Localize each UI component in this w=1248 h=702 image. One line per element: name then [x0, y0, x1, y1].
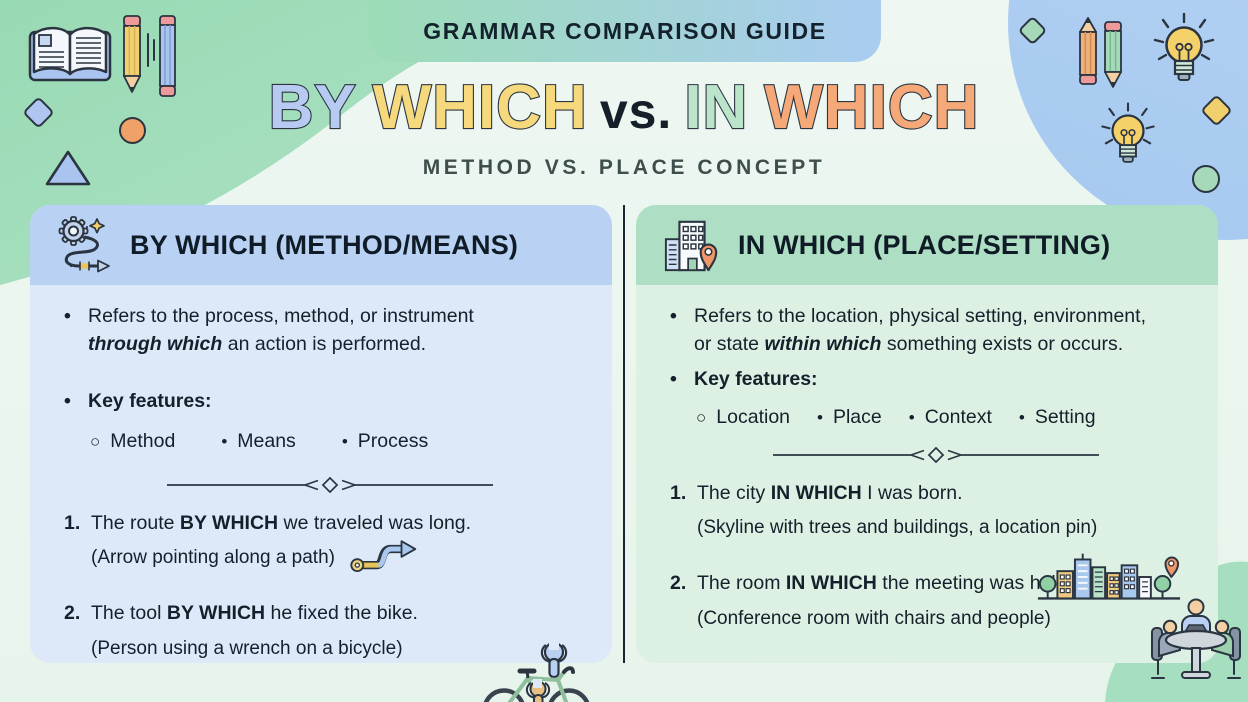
features-row: ○ Location • Place • Context • Setting [670, 404, 1202, 432]
heading-term: IN WHICH [738, 229, 866, 260]
example-number: 2. [64, 602, 81, 625]
bullet-glyph: • [64, 305, 71, 327]
title-word-which: WHICH [372, 72, 588, 143]
key-features-label: Key features: [694, 368, 818, 391]
feature-item: • Place [817, 406, 882, 429]
example-number: 2. [670, 572, 687, 595]
title-vs: vs. [599, 83, 673, 139]
features-row: ○ Method • Means • Process [64, 428, 596, 456]
definition-text: Refers to the process, method, or instru… [88, 305, 474, 355]
page-title: BY WHICH vs. IN WHICH [0, 72, 1248, 143]
divider-ornament [167, 476, 493, 494]
example-item: 2. The room IN WHICH the meeting was hel… [670, 570, 1202, 598]
circle-shape [119, 117, 146, 144]
book-icon [28, 26, 112, 82]
example-item: 1. The city IN WHICH I was born. [670, 480, 1202, 508]
definition-text: Refers to the location, physical setting… [694, 305, 1146, 355]
feature-item: • Process [341, 430, 429, 453]
by-which-heading: BY WHICH (METHOD/MEANS) [130, 230, 518, 261]
example-sentence: The room IN WHICH the meeting was held. [697, 572, 1072, 595]
feature-item: ○ Method [90, 430, 176, 453]
city-skyline-icon [1037, 553, 1181, 600]
by-which-header: BY WHICH (METHOD/MEANS) [30, 205, 612, 285]
pencil-pen-icons [123, 15, 176, 97]
key-features-item: • Key features: [670, 366, 1202, 394]
definition-item: • Refers to the process, method, or inst… [64, 303, 596, 358]
in-which-panel: IN WHICH (PLACE/SETTING) • Refers to the… [636, 205, 1218, 663]
heading-term: BY WHICH [130, 229, 268, 260]
key-features-item: • Key features: [64, 388, 596, 416]
heading-qualifier: (PLACE/SETTING) [873, 229, 1111, 260]
circle-shape [1192, 165, 1220, 193]
divider-ornament [773, 446, 1099, 464]
feature-item: • Context [908, 406, 992, 429]
example-sentence: The route BY WHICH we traveled was long. [91, 511, 472, 534]
by-which-panel: BY WHICH (METHOD/MEANS) • Refers to the … [30, 205, 612, 702]
emphasized-phrase: within which [764, 332, 882, 355]
bullet-glyph: • [670, 368, 677, 391]
feature-item: ○ Location [696, 406, 791, 429]
definition-item: • Refers to the location, physical setti… [670, 303, 1202, 358]
example-sentence: The city IN WHICH I was born. [697, 481, 963, 504]
title-word-in: IN [683, 72, 749, 143]
feature-item: • Setting [1018, 406, 1096, 429]
example-item: 1. The route BY WHICH we traveled was lo… [64, 510, 596, 538]
example-sentence: The tool BY WHICH he fixed the bike. [91, 602, 418, 625]
example-number: 1. [64, 511, 81, 534]
lightbulb-icon [1101, 102, 1155, 163]
example-caption: (Arrow pointing along a path) [64, 540, 596, 574]
emphasized-phrase: through which [88, 332, 223, 355]
banner: GRAMMAR COMPARISON GUIDE [369, 0, 881, 62]
bicycle-wrench-icon [483, 640, 590, 702]
page-subtitle: METHOD VS. PLACE CONCEPT [422, 156, 826, 179]
title-word-by: BY [267, 72, 357, 143]
pencil-icons [1079, 17, 1122, 88]
example-caption: (Skyline with trees and buildings, a loc… [697, 516, 1098, 538]
example-item: 2. The tool BY WHICH he fixed the bike. [64, 600, 596, 628]
in-which-header: IN WHICH (PLACE/SETTING) [636, 205, 1218, 285]
gear-process-icon [58, 216, 110, 273]
feature-item: • Means [221, 430, 296, 453]
in-which-body: • Refers to the location, physical setti… [636, 285, 1218, 635]
lightbulb-icon [1153, 12, 1215, 81]
example-caption: (Conference room with chairs and people) [697, 607, 1051, 629]
building-location-icon [664, 220, 718, 272]
title-word-which: WHICH [763, 72, 980, 143]
panel-divider [623, 205, 625, 663]
example-caption: (Person using a wrench on a bicycle) [91, 637, 403, 659]
banner-label: GRAMMAR COMPARISON GUIDE [423, 17, 827, 44]
key-features-label: Key features: [88, 390, 212, 413]
by-which-body: • Refers to the process, method, or inst… [30, 285, 612, 702]
bullet-glyph: • [670, 305, 677, 327]
example-number: 1. [670, 481, 687, 504]
triangle-shape [45, 150, 91, 186]
bullet-glyph: • [64, 390, 71, 413]
heading-qualifier: (METHOD/MEANS) [275, 229, 519, 260]
meeting-table-icon [1151, 598, 1241, 679]
path-arrow-icon [350, 540, 417, 573]
in-which-heading: IN WHICH (PLACE/SETTING) [738, 230, 1110, 261]
